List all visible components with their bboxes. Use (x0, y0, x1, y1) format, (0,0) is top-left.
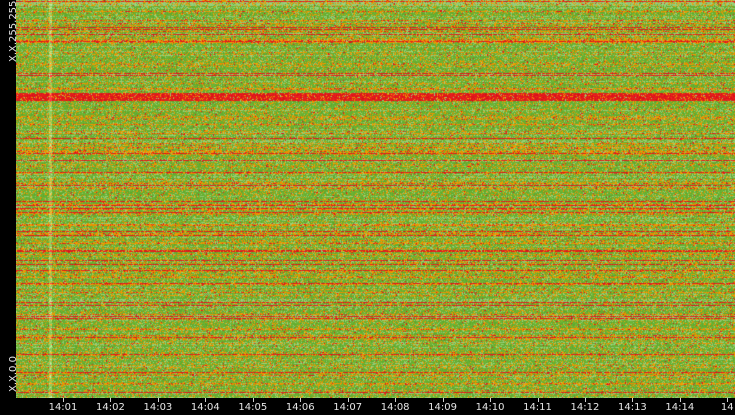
x-tick-label: 14:02 (96, 402, 125, 413)
x-tick-label: 14:09 (428, 402, 458, 413)
x-tick-label: 14 (720, 402, 734, 413)
x-tick (632, 398, 634, 402)
x-tick-label: 14:11 (523, 402, 552, 413)
x-tick (584, 398, 586, 402)
x-tick (442, 398, 444, 402)
x-tick (252, 398, 254, 402)
x-tick (63, 398, 64, 402)
x-tick-label: 14:12 (570, 402, 600, 413)
x-tick (205, 398, 207, 402)
x-tick-label: 14:03 (143, 402, 173, 413)
x-tick-label: 14:08 (380, 402, 410, 413)
x-tick-label: 14:14 (665, 402, 695, 413)
y-axis: X.X.255.255 X.X.0.0 (0, 0, 19, 398)
heatmap-plot (16, 0, 735, 398)
x-tick-label: 14:05 (238, 402, 268, 413)
y-tick-label-bottom: X.X.0.0 (8, 356, 19, 392)
x-tick (395, 398, 397, 402)
x-axis: 14:01 14:02 14:03 14:04 14:05 14:06 14:07 14:08… (16, 398, 735, 415)
x-tick (679, 398, 681, 402)
x-tick (300, 398, 302, 402)
x-tick (110, 398, 112, 402)
y-tick-label-top: X.X.255.255 (8, 0, 19, 62)
x-tick-label: 14:07 (333, 402, 363, 413)
x-tick-label: 14:04 (190, 402, 220, 413)
x-tick (727, 398, 729, 402)
x-tick-label: 14:10 (475, 402, 505, 413)
x-tick (157, 398, 159, 402)
x-tick (490, 398, 492, 402)
x-tick-label: 14:06 (285, 402, 315, 413)
x-tick-label: 14:01 (48, 402, 78, 413)
x-tick-label: 14:13 (617, 402, 647, 413)
x-tick (347, 398, 349, 402)
x-tick (537, 398, 539, 402)
